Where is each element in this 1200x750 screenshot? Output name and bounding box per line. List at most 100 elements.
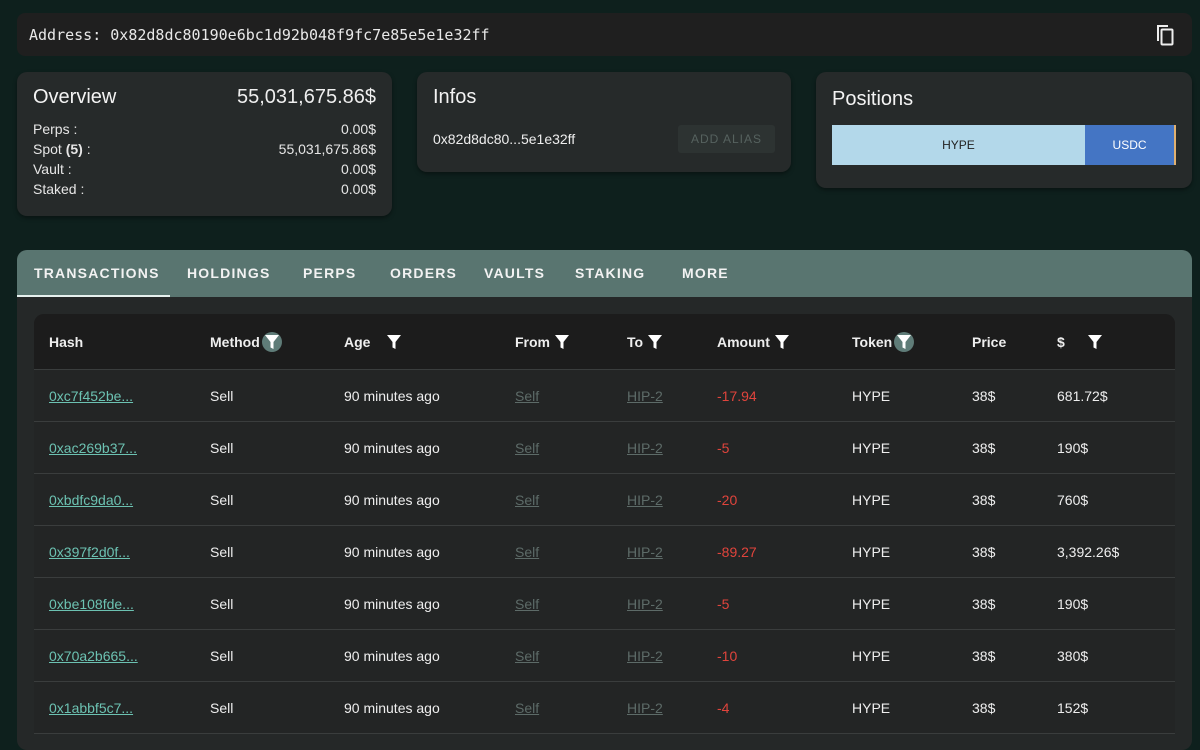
cell: -20 <box>717 474 737 525</box>
row-value: 0.00$ <box>340 161 376 177</box>
cell-to-link[interactable]: HIP-2 <box>627 543 663 560</box>
cell-token: HYPE <box>852 387 891 404</box>
overview-row-staked: Staked : 0.00$ <box>33 179 376 199</box>
cell: 380$ <box>1057 630 1088 681</box>
cell-amount: -17.94 <box>717 387 757 404</box>
position-segment[interactable]: HYPE <box>832 125 1085 165</box>
cell-method: Sell <box>210 439 234 456</box>
cell: Sell <box>210 630 233 681</box>
cell-to-link[interactable]: HIP-2 <box>627 595 663 612</box>
cell: 0xac269b37... <box>49 422 137 473</box>
cell: HIP-2 <box>627 630 663 681</box>
cell: 0x397f2d0f... <box>49 526 130 577</box>
cell-hash-link[interactable]: 0xac269b37... <box>49 439 137 456</box>
cell-price: 38$ <box>972 699 996 716</box>
cell-token: HYPE <box>852 543 891 560</box>
cell-hash-link[interactable]: 0x397f2d0f... <box>49 543 130 560</box>
cell-hash-link[interactable]: 0xc7f452be... <box>49 387 134 404</box>
cell-usd-value: 190$ <box>1057 439 1089 456</box>
filter-icon[interactable] <box>645 332 665 352</box>
row-value: 0.00$ <box>340 181 376 197</box>
cell-price: 38$ <box>972 543 996 560</box>
cell-from-link[interactable]: Self <box>515 543 540 560</box>
column-label: Amount <box>717 333 770 350</box>
table-row: 0x397f2d0f... Sell 90 minutes ago Self HIP-2… <box>34 526 1175 578</box>
address-text: Address: 0x82d8dc80190e6bc1d92b048f9fc7e… <box>29 25 490 44</box>
cell-usd-value: 152$ <box>1057 699 1089 716</box>
row-value: 55,031,675.86$ <box>278 141 376 157</box>
cell: 190$ <box>1057 422 1088 473</box>
cell: 38$ <box>972 578 995 629</box>
position-segment[interactable] <box>1174 125 1176 165</box>
cell-hash-link[interactable]: 0xbe108fde... <box>49 595 134 612</box>
column-header-to: To <box>627 314 665 369</box>
cell: HYPE <box>852 422 890 473</box>
position-segment[interactable]: USDC <box>1084 125 1175 165</box>
cell-from-link[interactable]: Self <box>515 699 540 716</box>
cell: HIP-2 <box>627 370 663 421</box>
column-header-from: From <box>515 314 572 369</box>
add-alias-button[interactable]: ADD ALIAS <box>677 125 775 153</box>
cell-to-link[interactable]: HIP-2 <box>627 387 663 404</box>
cell-method: Sell <box>210 647 234 664</box>
cell-method: Sell <box>210 543 234 560</box>
cell: Sell <box>210 474 233 525</box>
filter-icon[interactable] <box>384 332 404 352</box>
copy-icon[interactable] <box>1154 23 1176 47</box>
tab-orders[interactable]: ORDERS <box>390 265 458 281</box>
cell-amount: -89.27 <box>717 543 757 560</box>
cell-method: Sell <box>210 595 234 612</box>
cell-amount: -4 <box>717 699 730 716</box>
cell: Sell <box>210 578 233 629</box>
table-row: 0xc7f452be... Sell 90 minutes ago Self HIP-2… <box>34 370 1175 422</box>
cell: Self <box>515 474 539 525</box>
cell: -5 <box>717 422 729 473</box>
table-row: 0xac269b37... Sell 90 minutes ago Self HIP-2… <box>34 422 1175 474</box>
cell-age: 90 minutes ago <box>344 699 440 716</box>
filter-icon[interactable] <box>552 332 572 352</box>
cell-hash-link[interactable]: 0xbdfc9da0... <box>49 491 134 508</box>
cell: Self <box>515 422 539 473</box>
tab-holdings[interactable]: HOLDINGS <box>187 265 271 281</box>
cell-price: 38$ <box>972 439 996 456</box>
column-header-usd: $ <box>1057 314 1105 369</box>
cell-usd-value: 190$ <box>1057 595 1089 612</box>
tab-staking[interactable]: STAKING <box>575 265 646 281</box>
tab-transactions[interactable]: TRANSACTIONS <box>17 250 170 297</box>
cell-from-link[interactable]: Self <box>515 387 540 404</box>
overview-title: Overview <box>33 86 117 108</box>
row-value: 0.00$ <box>340 121 376 137</box>
filter-icon[interactable] <box>261 331 282 352</box>
cell-from-link[interactable]: Self <box>515 647 540 664</box>
row-label: Vault : <box>33 161 72 177</box>
cell: Sell <box>210 422 233 473</box>
cell-from-link[interactable]: Self <box>515 439 540 456</box>
cell: 3,392.26$ <box>1057 526 1119 577</box>
overview-row-vault: Vault : 0.00$ <box>33 159 376 179</box>
cell: Sell <box>210 526 233 577</box>
cell-usd-value: 760$ <box>1057 491 1089 508</box>
column-header-amount: Amount <box>717 314 792 369</box>
tab-perps[interactable]: PERPS <box>303 265 357 281</box>
cell: 90 minutes ago <box>344 422 440 473</box>
cell-hash-link[interactable]: 0x70a2b665... <box>49 647 138 664</box>
filter-icon[interactable] <box>1085 332 1105 352</box>
cell-to-link[interactable]: HIP-2 <box>627 647 663 664</box>
cell: 0xbe108fde... <box>49 578 134 629</box>
tab-more[interactable]: MORE <box>682 265 729 281</box>
cell-hash-link[interactable]: 0x1abbf5c7... <box>49 699 134 716</box>
filter-icon[interactable] <box>894 331 915 352</box>
cell-usd-value: 3,392.26$ <box>1057 543 1120 560</box>
cell-to-link[interactable]: HIP-2 <box>627 699 663 716</box>
cell: 38$ <box>972 526 995 577</box>
cell-from-link[interactable]: Self <box>515 595 540 612</box>
tab-vaults[interactable]: VAULTS <box>484 265 546 281</box>
cell-price: 38$ <box>972 491 996 508</box>
cell-from-link[interactable]: Self <box>515 491 540 508</box>
cell-age: 90 minutes ago <box>344 595 440 612</box>
cell: 90 minutes ago <box>344 526 440 577</box>
filter-icon[interactable] <box>772 332 792 352</box>
cell-to-link[interactable]: HIP-2 <box>627 439 663 456</box>
cell-to-link[interactable]: HIP-2 <box>627 491 663 508</box>
overview-row-perps: Perps : 0.00$ <box>33 119 376 139</box>
